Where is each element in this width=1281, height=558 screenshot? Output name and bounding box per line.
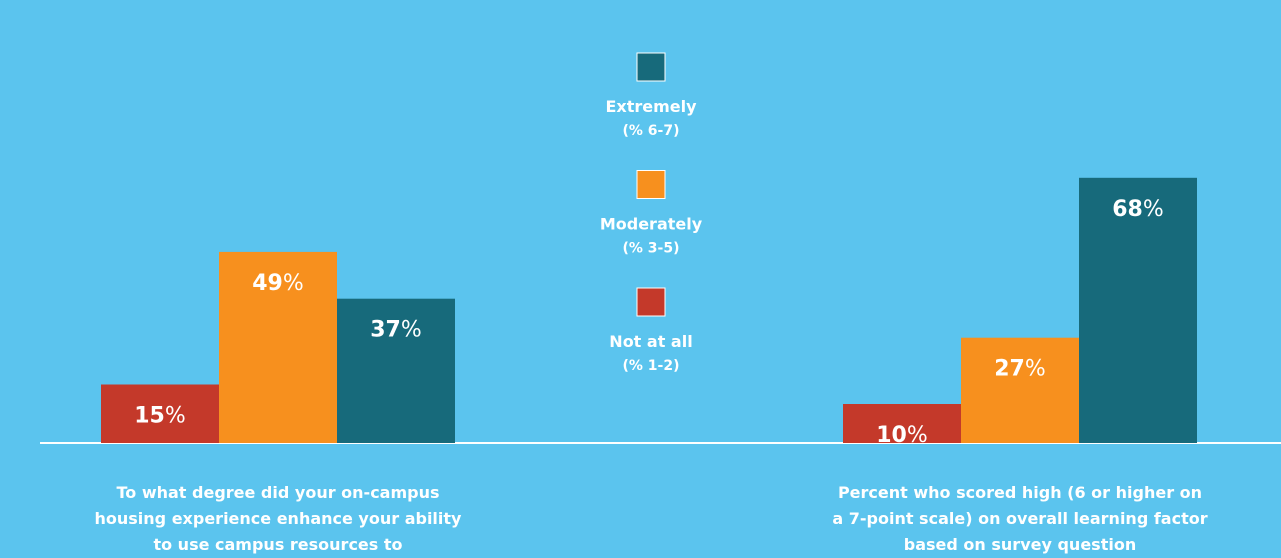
bar bbox=[219, 251, 337, 443]
bar bbox=[843, 404, 961, 443]
category-caption: Percent who scored high (6 or higher on … bbox=[832, 483, 1208, 554]
legend-note: (% 6-7) bbox=[623, 123, 680, 139]
value-label: 37% bbox=[370, 318, 422, 343]
legend-note: (% 3-5) bbox=[623, 241, 680, 257]
legend-swatch bbox=[636, 170, 666, 199]
legend-swatch bbox=[636, 52, 666, 82]
legend-label: Not at all bbox=[609, 332, 692, 351]
legend-label: Extremely bbox=[605, 97, 697, 116]
bar bbox=[101, 384, 219, 443]
bar bbox=[1079, 177, 1197, 444]
legend-swatch bbox=[636, 287, 666, 317]
legend-label: Moderately bbox=[600, 215, 703, 234]
bar bbox=[337, 298, 455, 443]
value-label: 10% bbox=[876, 423, 928, 448]
legend-note: (% 1-2) bbox=[623, 358, 680, 374]
value-label: 68% bbox=[1112, 197, 1164, 222]
value-label: 27% bbox=[994, 357, 1046, 382]
value-label: 15% bbox=[134, 404, 186, 429]
bar bbox=[961, 337, 1079, 443]
category-caption: To what degree did your on-campus housin… bbox=[94, 483, 462, 554]
value-label: 49% bbox=[252, 271, 304, 296]
